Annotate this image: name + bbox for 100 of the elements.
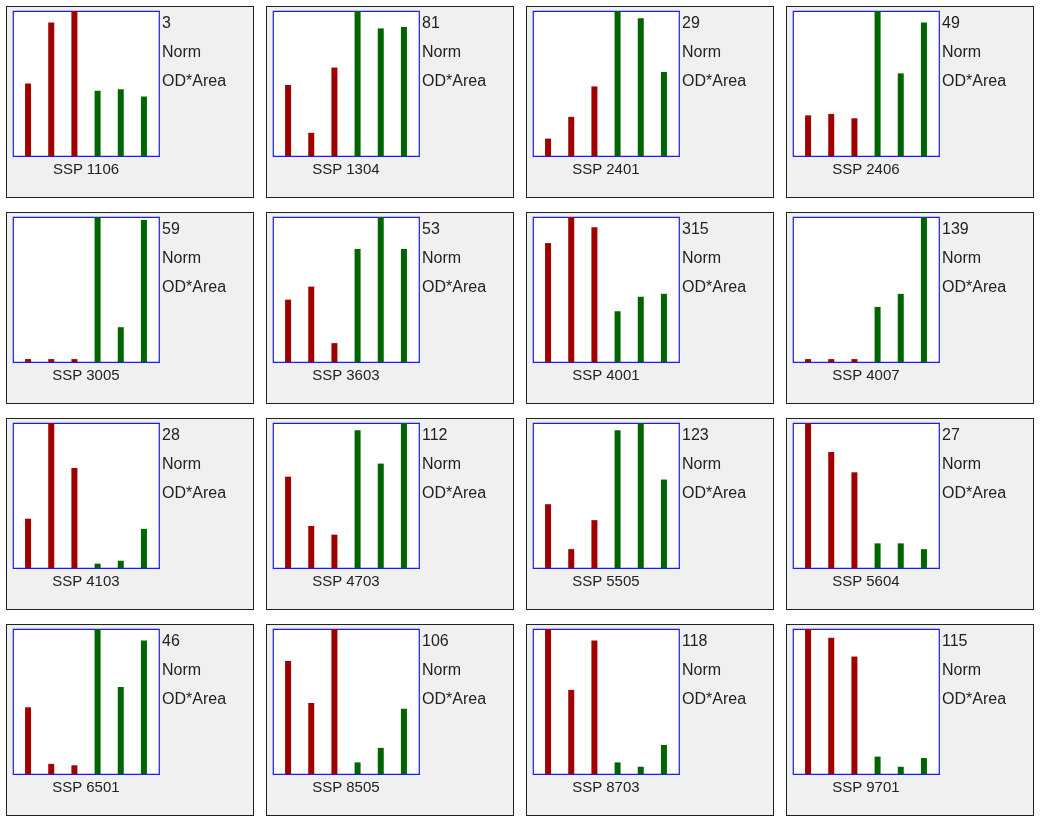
text: Norm [162,249,202,266]
bar [614,430,621,568]
bar [140,219,147,362]
bar [117,687,124,774]
bar [851,656,858,774]
bar [805,359,812,362]
text: 81 [422,14,440,31]
text: OD*Area [682,690,747,707]
bar [828,113,835,156]
bar [94,90,101,156]
bar [874,306,881,362]
text: OD*Area [422,278,487,295]
bar [920,549,927,568]
text: Norm [162,455,202,472]
text: 3 [162,14,171,31]
bar [25,83,32,156]
bar [545,629,552,774]
bar [568,116,575,156]
bar [285,660,292,774]
text: 28 [162,426,180,443]
text: OD*Area [942,278,1007,295]
bar [140,528,147,568]
bar [400,708,407,774]
text: OD*Area [682,484,747,501]
text: SSP 4703 [312,572,380,589]
bar [897,293,904,362]
bar [331,534,338,568]
text: 27 [942,426,960,443]
text: OD*Area [942,690,1007,707]
text: OD*Area [162,690,227,707]
bar [591,520,598,568]
text: Norm [422,43,462,60]
text: SSP 2401 [572,160,640,177]
text: SSP 4103 [52,572,120,589]
text: 123 [682,426,709,443]
bar [308,525,315,568]
bar [377,463,384,568]
text: Norm [422,249,462,266]
bar [285,299,292,362]
text: SSP 8703 [572,778,640,795]
bar [637,296,644,362]
text: Norm [942,661,982,678]
bar [828,637,835,774]
bar [140,640,147,774]
bar [568,549,575,568]
text: Norm [682,661,722,678]
text: 59 [162,220,180,237]
bar [568,217,575,362]
text: OD*Area [422,690,487,707]
bar [308,702,315,774]
text: SSP 2406 [832,160,900,177]
bar [545,243,552,362]
bar [851,359,858,362]
bar [614,11,621,156]
bar [805,423,812,568]
text: Norm [942,43,982,60]
bar [568,689,575,774]
bar [354,762,361,774]
text: OD*Area [682,278,747,295]
bar [591,227,598,362]
bar [117,560,124,568]
bar [377,28,384,156]
text: 112 [422,426,448,443]
text: SSP 1304 [312,160,380,177]
bar [545,138,552,156]
text: OD*Area [422,72,487,89]
text: SSP 5604 [832,572,900,589]
bar [71,359,78,362]
text: 315 [682,220,709,237]
bar [828,359,835,362]
bar [94,629,101,774]
bar [71,467,78,568]
bar [874,11,881,156]
text: SSP 8505 [312,778,380,795]
text: 46 [162,632,180,649]
bar [851,118,858,156]
bar [805,629,812,774]
bar [331,343,338,362]
text: SSP 4001 [572,366,640,383]
bar [897,73,904,156]
bar [851,472,858,568]
text: Norm [682,455,722,472]
bar [614,762,621,774]
bar [874,543,881,568]
bar [25,518,32,568]
bar [920,758,927,774]
bar [71,11,78,156]
text: Norm [422,661,462,678]
bar [117,327,124,362]
bar [660,293,667,362]
text: 49 [942,14,960,31]
text: SSP 5505 [572,572,640,589]
bar [308,132,315,156]
text: Norm [682,43,722,60]
text: OD*Area [682,72,747,89]
bar [897,543,904,568]
bar [25,359,32,362]
text: Norm [162,661,202,678]
bar [354,248,361,362]
text: SSP 1106 [52,160,120,177]
